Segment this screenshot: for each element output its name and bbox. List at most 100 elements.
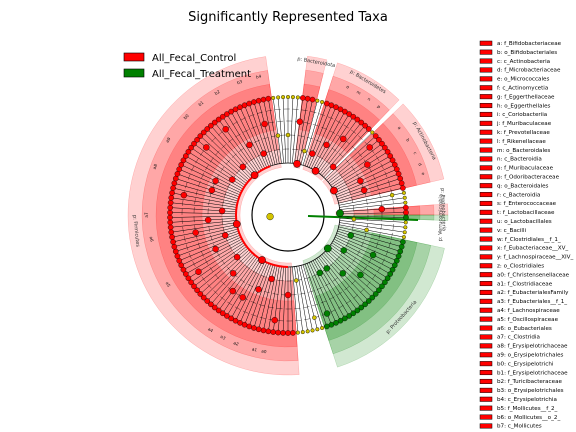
tree-edge-58: [321, 254, 366, 305]
leaf-node-55: [372, 291, 379, 297]
tree-edge-130: [200, 135, 250, 181]
key-item-5: f: c_Actinomycetia: [497, 86, 548, 92]
leaf-node-44: [398, 243, 405, 250]
tree-edges: [170, 97, 419, 333]
leaf-node-22: [379, 140, 385, 147]
phylum-node-1: [311, 167, 320, 175]
internal-node-0: [285, 132, 291, 138]
ring-label-19: e: [421, 172, 427, 176]
tree-edge-27: [334, 164, 395, 194]
legend-label-treatment: All_Fecal_Treatment: [152, 69, 251, 80]
key-item-30: a4: f_Lachnospiraceae: [497, 308, 560, 314]
leaf-node-86: [232, 317, 239, 324]
key-swatch-30: [479, 307, 493, 313]
leaf-node-87: [228, 315, 234, 322]
leaf-node-96: [194, 287, 200, 294]
chart-title: Significantly Represented Taxa: [188, 10, 388, 25]
tree-edge-4: [296, 98, 308, 164]
tree-edge-134: [214, 122, 256, 175]
ring-label-0: a0: [261, 348, 267, 354]
key-swatch-28: [479, 289, 493, 295]
leaf-node-73: [295, 330, 300, 335]
tree-edge-13: [314, 113, 350, 171]
tree-edge-122: [179, 169, 241, 196]
leaf-node-33: [401, 190, 406, 195]
leaf-node-143: [251, 99, 257, 105]
tree-edge-74: [289, 266, 294, 333]
internal-node-33: [389, 192, 395, 198]
key-item-3: d: f_Microbacteriaceae: [497, 68, 561, 74]
tree-edge-138: [230, 111, 264, 170]
internal-node-81: [268, 275, 275, 283]
tree-edge-120: [175, 178, 239, 200]
leaf-node-39: [403, 220, 408, 225]
tree-edge-28: [335, 169, 397, 196]
tree-edge-76: [282, 266, 287, 333]
verrucomicrobia-branch: [307, 215, 419, 221]
tree-edge-54: [327, 247, 380, 291]
internal-node-63: [316, 269, 323, 277]
leaf-node-31: [398, 180, 405, 187]
key-item-20: u: o_Lactobacillales: [497, 219, 552, 225]
key-item-13: n: c_Bacteroidia: [497, 157, 542, 163]
internal-node-93: [230, 270, 237, 277]
leaf-node-78: [270, 329, 277, 335]
tree-edge-24: [331, 151, 388, 188]
root-node: [266, 212, 274, 221]
leaf-node-109: [168, 229, 175, 236]
leaf-node-141: [241, 102, 248, 109]
key-swatch-4: [479, 76, 493, 82]
leaf-node-133: [208, 122, 214, 129]
ring-label-6: a6: [149, 236, 155, 242]
key-item-2: c: c_Actinobacteria: [497, 59, 550, 65]
internal-node-69: [312, 315, 317, 320]
tree-edge-61: [316, 258, 354, 314]
tree-edge-86: [235, 261, 266, 321]
key-swatch-29: [479, 298, 493, 304]
leaf-node-20: [372, 133, 379, 139]
leaf-node-49: [389, 266, 396, 273]
tree-edge-16: [320, 122, 362, 175]
key-item-19: t: f_Lactobacillaceae: [497, 210, 555, 216]
tree-edge-53: [329, 246, 383, 287]
tree-edge-104: [177, 232, 240, 257]
leaf-node-120: [172, 175, 179, 182]
leaf-node-95: [197, 291, 204, 297]
leaf-node-148: [276, 95, 281, 100]
leaf-node-114: [167, 204, 174, 211]
tree-edge-29: [336, 173, 399, 198]
leaf-node-146: [265, 95, 272, 102]
internal-node-27: [357, 177, 364, 185]
leaf-node-107: [170, 239, 176, 245]
internal-node-126: [229, 176, 236, 183]
branch-arc-1: [207, 134, 369, 296]
key-swatch-19: [479, 209, 493, 215]
tree-edge-80: [263, 265, 278, 331]
key-item-22: w: f_Clostridiales__f_1_: [497, 237, 561, 243]
leaf-node-136: [219, 113, 226, 120]
leaf-node-19: [370, 130, 375, 135]
tree-edge-72: [294, 266, 304, 333]
internal-node-39: [351, 216, 357, 222]
leaf-node-7: [320, 100, 325, 105]
clade-label-3: p: Proteobacteria: [439, 188, 446, 231]
tree-edge-19: [324, 132, 373, 179]
leaf-node-36: [402, 204, 409, 211]
branch-arc-3: [181, 108, 395, 322]
key-swatch-18: [479, 200, 493, 206]
leaf-node-144: [255, 97, 262, 104]
phylum-node-2: [330, 186, 338, 195]
leaf-node-25: [387, 153, 393, 159]
tree-edge-143: [253, 101, 274, 166]
tree-edge-125: [185, 155, 244, 190]
key-item-39: b3: o_Erysipelotrichales: [497, 388, 564, 394]
clade-sector-5-layer-2: [314, 232, 418, 341]
leaf-node-100: [183, 271, 189, 277]
ring-label-15: a: [397, 125, 403, 130]
key-item-38: b2: f_Turicibacteraceae: [497, 379, 562, 385]
branch-arc-0: [221, 148, 355, 282]
leaf-node-97: [191, 283, 197, 290]
tree-edge-90: [218, 256, 258, 311]
leaf-node-142: [246, 100, 252, 107]
leaf-node-45: [397, 248, 404, 255]
